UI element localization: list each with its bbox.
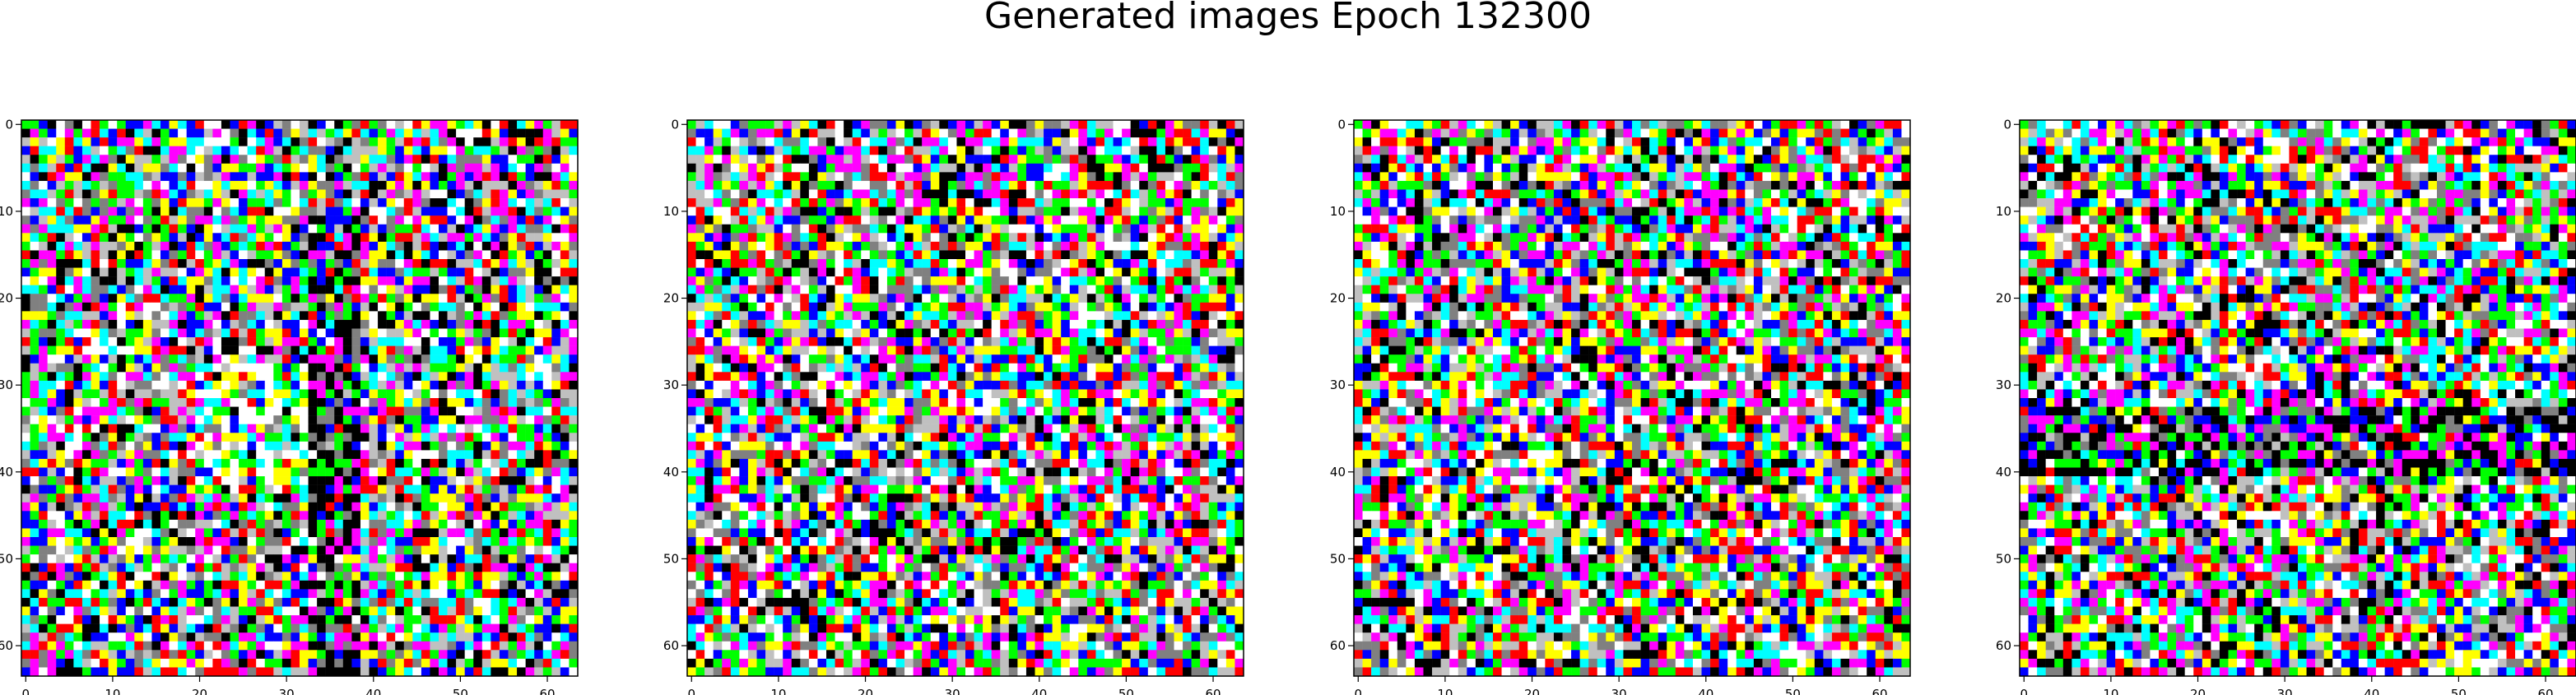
y-tick-label: 20 bbox=[1996, 291, 2011, 306]
y-tick-label: 60 bbox=[1996, 638, 2011, 653]
x-tick-label: 40 bbox=[2364, 687, 2379, 695]
x-tick-label: 0 bbox=[688, 687, 696, 695]
y-tick-label: 0 bbox=[671, 117, 679, 132]
y-tick-label: 50 bbox=[663, 551, 679, 566]
x-tick-label: 40 bbox=[365, 687, 381, 695]
y-tick-label: 10 bbox=[1330, 204, 1346, 219]
y-tick-label: 10 bbox=[0, 204, 13, 219]
x-tick-label: 60 bbox=[1872, 687, 1887, 695]
x-tick-label: 30 bbox=[2277, 687, 2293, 695]
y-tick-label: 60 bbox=[0, 638, 13, 653]
y-tick-label: 50 bbox=[0, 551, 13, 566]
panel-4: 0 10 20 30 40 50 60 0 10 20 30 40 50 60 bbox=[1996, 117, 2576, 695]
panel-1: 0 10 20 30 40 50 60 0 10 20 30 40 50 60 bbox=[0, 117, 579, 695]
y-tick-label: 30 bbox=[1996, 378, 2011, 392]
y-tick-label: 0 bbox=[2003, 117, 2011, 132]
y-tick-label: 60 bbox=[663, 638, 679, 653]
y-tick-label: 60 bbox=[1330, 638, 1346, 653]
y-tick-label: 40 bbox=[1330, 465, 1346, 480]
y-tick-label: 50 bbox=[1330, 551, 1346, 566]
y-tick-label: 10 bbox=[1996, 204, 2011, 219]
x-tick-label: 20 bbox=[858, 687, 873, 695]
panel-3: 0 10 20 30 40 50 60 0 10 20 30 40 50 60 bbox=[1330, 117, 1911, 695]
y-tick-label: 20 bbox=[1330, 291, 1346, 306]
panel-2: 0 10 20 30 40 50 60 0 10 20 30 40 50 60 bbox=[663, 117, 1244, 695]
figure-title: Generated images Epoch 132300 bbox=[983, 0, 1593, 37]
y-tick-label: 10 bbox=[663, 204, 679, 219]
panel-3-image bbox=[1354, 120, 1911, 677]
x-tick-label: 0 bbox=[22, 687, 30, 695]
panel-2-frame bbox=[686, 119, 1244, 677]
y-tick-label: 0 bbox=[5, 117, 13, 132]
panel-3-frame bbox=[1353, 119, 1911, 677]
x-tick-label: 10 bbox=[770, 687, 786, 695]
x-tick-label: 60 bbox=[2537, 687, 2553, 695]
y-tick-label: 20 bbox=[663, 291, 679, 306]
x-tick-label: 0 bbox=[2020, 687, 2029, 695]
y-tick-label: 0 bbox=[1337, 117, 1346, 132]
y-tick-label: 30 bbox=[663, 378, 679, 392]
x-tick-label: 0 bbox=[1355, 687, 1363, 695]
y-tick-label: 40 bbox=[1996, 465, 2011, 480]
y-tick-label: 50 bbox=[1996, 551, 2011, 566]
panel-1-image bbox=[21, 120, 579, 677]
x-tick-label: 60 bbox=[539, 687, 555, 695]
y-tick-label: 40 bbox=[0, 465, 13, 480]
x-tick-label: 10 bbox=[1437, 687, 1453, 695]
x-tick-label: 30 bbox=[1611, 687, 1627, 695]
x-tick-label: 30 bbox=[279, 687, 295, 695]
x-tick-label: 10 bbox=[105, 687, 120, 695]
x-tick-label: 60 bbox=[1205, 687, 1221, 695]
x-tick-label: 50 bbox=[1118, 687, 1134, 695]
panel-1-frame bbox=[21, 119, 579, 677]
y-tick-label: 30 bbox=[0, 378, 13, 392]
x-tick-label: 30 bbox=[945, 687, 960, 695]
x-tick-label: 50 bbox=[1785, 687, 1801, 695]
x-tick-label: 40 bbox=[1698, 687, 1713, 695]
panel-2-image bbox=[687, 120, 1244, 677]
y-tick-label: 30 bbox=[1330, 378, 1346, 392]
x-tick-label: 50 bbox=[2451, 687, 2467, 695]
y-tick-label: 20 bbox=[0, 291, 13, 306]
y-tick-label: 40 bbox=[663, 465, 679, 480]
x-tick-label: 10 bbox=[2103, 687, 2118, 695]
panel-4-frame bbox=[2019, 119, 2576, 677]
panel-4-image bbox=[2020, 120, 2576, 677]
x-tick-label: 50 bbox=[453, 687, 468, 695]
x-tick-label: 20 bbox=[192, 687, 207, 695]
x-tick-label: 20 bbox=[2190, 687, 2206, 695]
x-tick-label: 40 bbox=[1031, 687, 1047, 695]
x-tick-label: 20 bbox=[1524, 687, 1540, 695]
